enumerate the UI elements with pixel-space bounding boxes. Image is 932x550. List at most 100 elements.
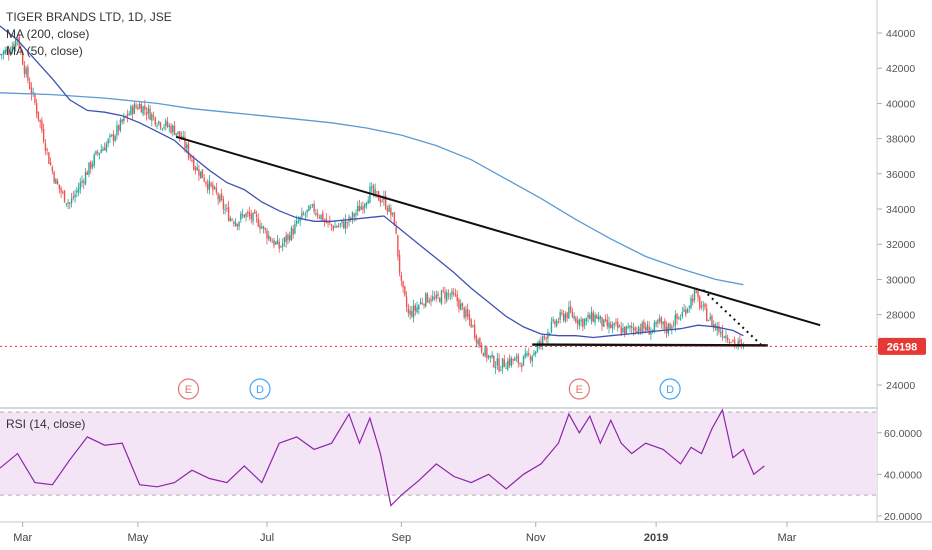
candle-body [234,222,237,226]
candle-body [116,125,118,136]
time-axis[interactable]: Mar May Jul Sep Nov 2019 Mar [13,522,797,544]
earnings-marker[interactable]: E [177,378,200,400]
candle-body [63,190,66,203]
candle-body [344,220,347,229]
trendline-drawings[interactable] [175,135,821,347]
candle-body [477,339,479,345]
candle-body [719,332,722,334]
candle-body [16,38,19,40]
candle-body [437,293,439,297]
candle-body [308,205,310,212]
candle-body [28,81,31,89]
candle-body [149,108,151,120]
candle-body [500,370,502,372]
candle-body [255,214,258,217]
candle-body [688,306,690,308]
dividend-marker[interactable]: D [249,378,271,400]
candle-body [650,331,652,335]
price-tick-label: 36000 [886,169,915,181]
candle-body [365,202,368,206]
candle-body [632,328,635,330]
candle-body [201,169,204,179]
time-tick-label: Sep [392,532,412,544]
candle-body [192,159,195,170]
earnings-marker[interactable]: E [568,378,590,400]
candle-body [184,136,186,149]
candle-body [206,183,209,190]
candle-body [400,274,403,281]
candle-body [583,319,586,326]
price-axis[interactable]: 44000 42000 40000 38000 36000 34000 32000 30000… [877,28,915,392]
ma50-line [0,25,744,339]
price-badge: 26198 [878,337,926,355]
candle-body [48,152,50,164]
candle-body [519,363,521,365]
moving-averages-layer [0,25,744,339]
candle-body [658,318,661,322]
candle-body [439,298,441,303]
candle-body [679,318,682,320]
candle-body [529,356,532,361]
time-tick-label: Mar [778,532,797,544]
candle-body [636,330,638,334]
candle-body [158,121,160,124]
candle-body [104,147,106,151]
candle-body [721,330,724,338]
candle-body [93,154,95,166]
candle-body [55,179,57,184]
candle-body [681,312,683,317]
candle-body [322,212,324,222]
rsi-line [0,408,765,507]
candle-body [613,323,615,326]
candle-body [131,106,134,115]
time-tick-label: May [127,532,148,544]
candle-body [711,315,713,327]
candle-body [644,327,647,331]
candle-body [486,347,488,359]
candle-body [430,298,432,302]
candle-body [587,314,589,318]
candle-body [130,106,132,115]
candle-body [77,188,80,193]
candle-body [479,338,481,347]
candle-body [227,207,230,221]
candle-body [425,292,427,307]
dividend-marker[interactable]: D [659,378,681,400]
candle-body [507,360,509,370]
candle-body [25,68,27,75]
chart-title[interactable]: TIGER BRANDS LTD, 1D, JSE [6,10,172,24]
candle-body [725,335,727,339]
candle-body [573,316,575,319]
candle-body [20,48,22,52]
candle-body [435,294,437,299]
candle-body [664,320,666,329]
rsi-legend[interactable]: RSI (14, close) [6,417,85,431]
candle-body [83,181,85,183]
rsi-tick-label: 20.0000 [884,511,922,523]
ma50-legend[interactable]: MA (50, close) [6,44,83,58]
candle-body [241,214,244,216]
candle-body [142,106,144,115]
candle-body [159,122,162,128]
candle-body [683,309,685,312]
candle-body [138,104,141,109]
candle-body [480,344,483,352]
candle-body [624,326,626,335]
candle-body [678,317,680,319]
candle-body [536,345,539,352]
candle-body [451,290,453,295]
candle-body [391,212,394,214]
price-pane[interactable] [0,0,877,407]
candle-body [531,356,533,362]
candle-body [465,309,467,317]
candle-body [716,326,718,331]
ma200-legend[interactable]: MA (200, close) [6,27,89,41]
price-tick-label: 38000 [886,134,915,146]
candle-body [79,182,81,190]
candle-body [521,365,523,368]
candle-body [671,326,673,329]
candle-body [259,224,261,229]
candle-body [402,280,404,288]
